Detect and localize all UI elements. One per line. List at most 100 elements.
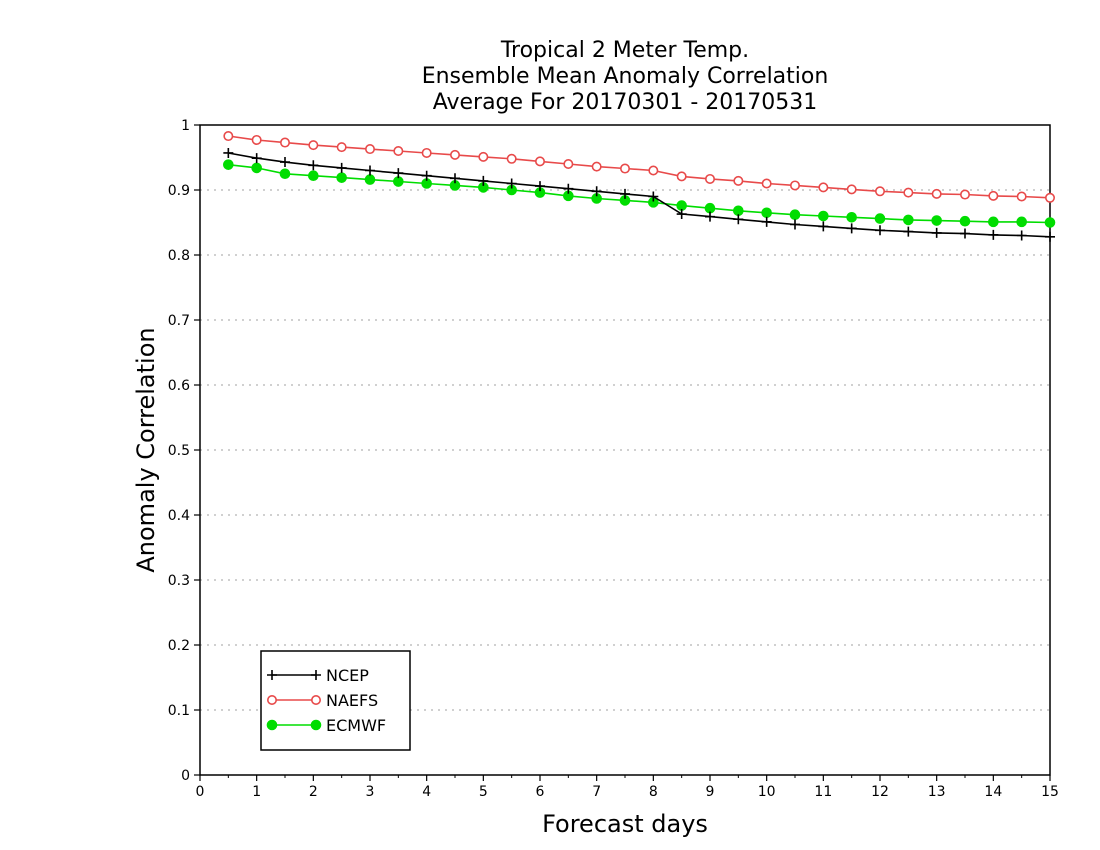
y-tick-label: 0.6	[168, 378, 190, 394]
data-point-ncep	[931, 227, 942, 238]
data-point-ecmwf	[761, 207, 772, 219]
data-point-ncep	[761, 216, 772, 227]
data-point-ncep	[620, 188, 630, 199]
legend-marker-ncep	[267, 670, 277, 680]
data-point-naefs	[308, 140, 319, 151]
series-line-naefs	[228, 135, 1051, 199]
data-point-naefs	[1016, 191, 1027, 202]
x-tick-label: 6	[536, 784, 545, 800]
data-point-naefs	[506, 153, 517, 164]
legend-label-ncep: NCEP	[326, 666, 369, 685]
data-point-ecmwf	[903, 214, 914, 226]
data-point-naefs	[988, 190, 999, 201]
data-point-ncep	[648, 191, 659, 202]
y-tick-label: 0	[181, 768, 190, 784]
legend-marker-ecmwf	[310, 719, 322, 731]
series-ncep	[223, 147, 1055, 242]
data-point-ncep	[676, 209, 687, 220]
data-point-naefs	[534, 156, 545, 167]
legend-marker-ncep	[311, 670, 321, 680]
x-tick-label: 7	[592, 784, 601, 800]
data-point-naefs	[846, 184, 857, 195]
data-point-ncep	[506, 178, 517, 189]
data-point-ecmwf	[308, 170, 319, 181]
data-point-ncep	[846, 223, 857, 234]
data-point-ecmwf	[223, 159, 234, 170]
data-point-ncep	[790, 219, 800, 230]
data-point-ecmwf	[1044, 217, 1056, 228]
x-tick-label: 4	[422, 784, 431, 800]
y-tick-label: 1	[181, 118, 190, 134]
legend-item-ncep: NCEP	[267, 666, 369, 685]
data-point-naefs	[279, 137, 290, 148]
y-tick-label: 0.3	[168, 573, 190, 589]
title-line-2: Ensemble Mean Anomaly Correlation	[422, 64, 829, 89]
grid-lines	[200, 189, 1050, 711]
y-tick-label: 0.2	[168, 638, 190, 654]
y-tick-label: 0.1	[168, 703, 190, 719]
data-point-ncep	[563, 183, 574, 194]
data-point-naefs	[789, 180, 800, 191]
data-point-naefs	[1045, 192, 1056, 203]
data-point-ecmwf	[931, 215, 942, 226]
x-tick-label: 2	[309, 784, 318, 800]
data-point-ncep	[875, 225, 885, 236]
y-tick-label: 0.9	[168, 183, 190, 199]
data-point-naefs	[733, 175, 744, 186]
x-tick-label: 12	[871, 784, 889, 800]
data-point-ecmwf	[959, 215, 971, 227]
data-point-naefs	[704, 173, 715, 184]
data-point-ecmwf	[393, 176, 404, 187]
x-tick-label: 10	[758, 784, 776, 800]
x-tick-label: 0	[196, 784, 205, 800]
x-tick-label: 3	[366, 784, 375, 800]
data-point-naefs	[648, 165, 659, 176]
data-point-ecmwf	[704, 202, 716, 214]
y-tick-label: 0.8	[168, 248, 190, 264]
data-point-naefs	[903, 187, 914, 198]
data-point-naefs	[449, 149, 460, 160]
data-point-ncep	[705, 211, 715, 222]
data-point-ncep	[478, 175, 489, 186]
data-point-ncep	[393, 168, 404, 179]
x-axis-label: Forecast days	[542, 810, 708, 838]
data-point-ncep	[336, 162, 347, 173]
data-point-ncep	[988, 229, 999, 240]
data-point-ncep	[251, 153, 262, 164]
chart-title: Tropical 2 Meter Temp. Ensemble Mean Ano…	[422, 38, 829, 115]
data-point-naefs	[959, 189, 970, 200]
title-line-1: Tropical 2 Meter Temp.	[500, 38, 749, 63]
data-point-ecmwf	[676, 200, 687, 211]
data-point-naefs	[421, 147, 432, 158]
data-point-ecmwf	[336, 172, 347, 183]
data-point-naefs	[563, 159, 574, 170]
legend: NCEP NAEFS ECMWF	[260, 650, 411, 751]
legend-label-naefs: NAEFS	[326, 691, 378, 710]
data-point-ecmwf	[874, 213, 886, 224]
data-point-ecmwf	[818, 210, 829, 222]
data-point-ncep	[421, 170, 432, 181]
legend-item-ecmwf: ECMWF	[266, 716, 386, 735]
data-point-ncep	[308, 160, 319, 171]
data-point-ecmwf	[789, 209, 801, 220]
x-tick-label: 15	[1041, 784, 1059, 800]
data-point-ecmwf	[279, 168, 291, 180]
data-point-naefs	[478, 151, 489, 162]
data-point-ncep	[1045, 231, 1055, 242]
data-point-naefs	[761, 178, 772, 189]
data-point-ncep	[960, 228, 970, 239]
data-point-ncep	[280, 157, 290, 168]
data-point-ncep	[1016, 230, 1027, 241]
x-tick-label: 8	[649, 784, 658, 800]
data-point-naefs	[364, 144, 375, 155]
data-point-ecmwf	[733, 205, 744, 217]
data-point-naefs	[336, 142, 347, 153]
data-point-ncep	[591, 186, 602, 197]
data-point-ncep	[223, 147, 234, 158]
data-point-ecmwf	[364, 174, 376, 185]
legend-marker-naefs	[310, 694, 321, 705]
data-point-ncep	[903, 226, 914, 237]
data-point-naefs	[591, 161, 602, 172]
data-point-naefs	[931, 188, 942, 199]
